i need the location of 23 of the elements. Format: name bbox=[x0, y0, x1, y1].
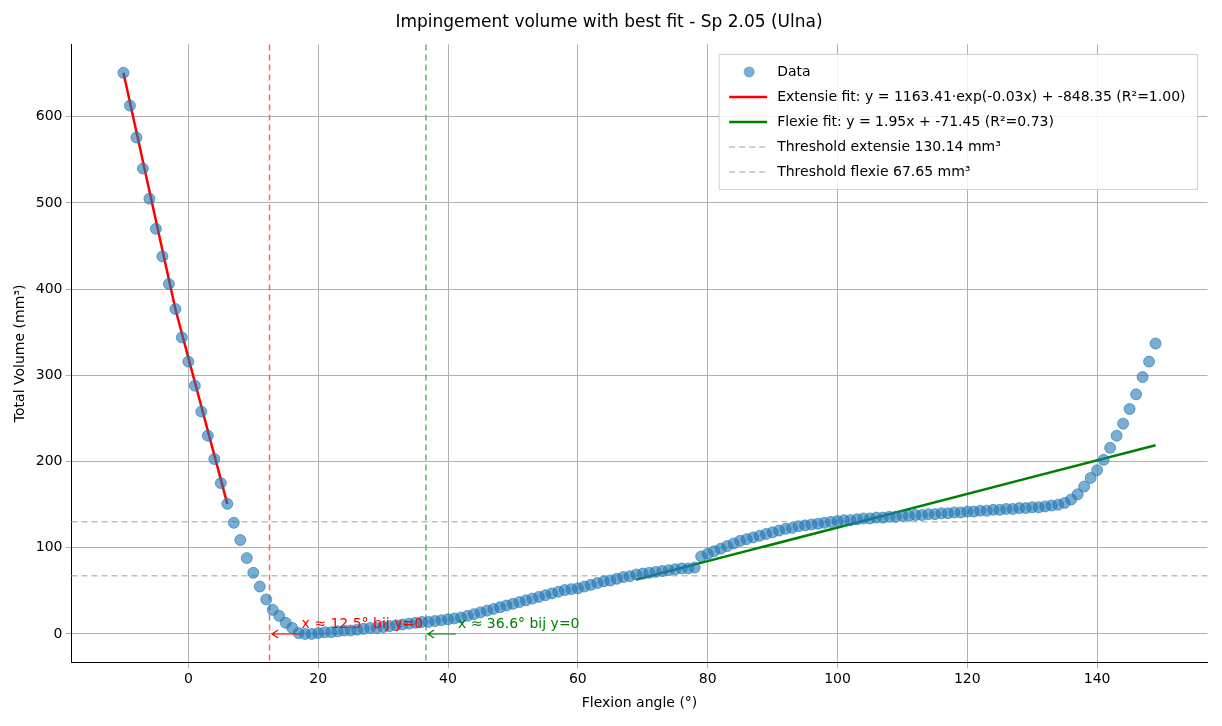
legend-label: Extensie fit: y = 1163.41·exp(-0.03x) + -848.35 (R²=1.00) bbox=[777, 87, 1186, 104]
x-tick-label: 40 bbox=[439, 670, 457, 687]
y-tick-label: 600 bbox=[35, 107, 63, 124]
legend-label: Data bbox=[777, 62, 811, 79]
x-tick-label: 100 bbox=[824, 670, 851, 687]
x-tick-label: 60 bbox=[568, 670, 587, 687]
legend-label: Threshold extensie 130.14 mm³ bbox=[776, 137, 1001, 154]
x-tick-label: 80 bbox=[698, 670, 717, 687]
x-axis-title: Flexion angle (°) bbox=[581, 694, 698, 711]
y-tick-label: 0 bbox=[53, 624, 63, 641]
y-tick-label: 500 bbox=[35, 193, 63, 210]
y-tick-label: 100 bbox=[35, 538, 63, 555]
legend-label: Threshold flexie 67.65 mm³ bbox=[776, 162, 971, 179]
y-tick-label: 200 bbox=[35, 452, 63, 469]
x-tick-label: 20 bbox=[309, 670, 328, 687]
legend-label: Flexie fit: y = 1.95x + -71.45 (R²=0.73) bbox=[777, 112, 1054, 129]
y-axis-title: Total Volume (mm³) bbox=[11, 284, 28, 424]
chart-title: Impingement volume with best fit - Sp 2.05 (Ulna) bbox=[395, 10, 823, 31]
y-tick-label: 400 bbox=[35, 279, 63, 296]
x-tick-label: 0 bbox=[183, 670, 193, 687]
x-tick-label: 120 bbox=[953, 670, 981, 687]
x-tick-label: 140 bbox=[1083, 670, 1111, 687]
y-tick-label: 300 bbox=[35, 366, 63, 383]
